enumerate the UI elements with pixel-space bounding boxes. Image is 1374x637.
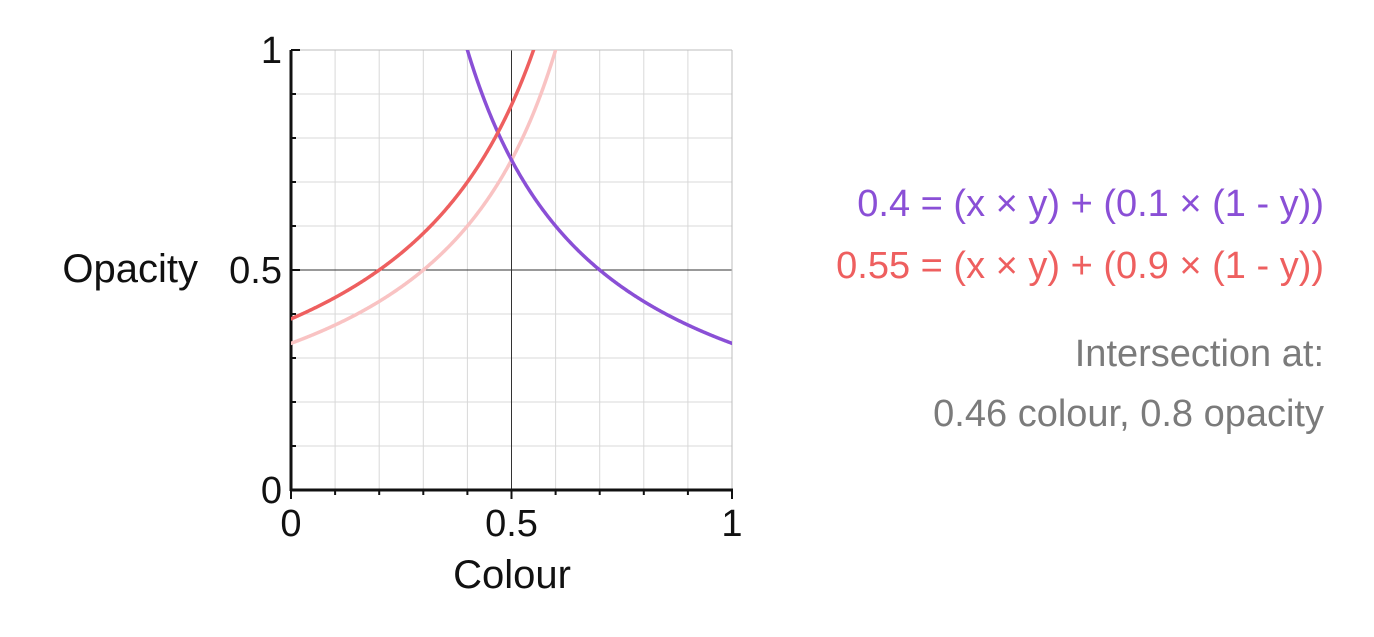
- series-pink-curve: [291, 50, 558, 346]
- equation-red: 0.55 = (x × y) + (0.9 × (1 - y)): [836, 245, 1324, 287]
- chart-grid: [291, 49, 733, 490]
- series-purple-curve: [465, 50, 732, 346]
- chart-tick-labels: 0 0.5 1 0 0.5 1: [229, 30, 742, 545]
- y-tick-label: 1: [261, 30, 282, 72]
- y-tick-label: 0.5: [229, 250, 282, 292]
- series-red-curve: [291, 50, 536, 321]
- x-tick-label: 0: [280, 503, 301, 545]
- intersection-value: 0.46 colour, 0.8 opacity: [933, 393, 1324, 435]
- chart-curves: [291, 50, 732, 346]
- y-tick-label: 0: [261, 470, 282, 512]
- intersection-label: Intersection at:: [1074, 333, 1324, 375]
- y-axis-title: Opacity: [62, 247, 198, 291]
- x-axis-title: Colour: [453, 553, 571, 597]
- x-tick-label: 0.5: [485, 503, 538, 545]
- x-tick-label: 1: [721, 503, 742, 545]
- chart-axes: [289, 49, 733, 499]
- equation-purple: 0.4 = (x × y) + (0.1 × (1 - y)): [857, 183, 1324, 225]
